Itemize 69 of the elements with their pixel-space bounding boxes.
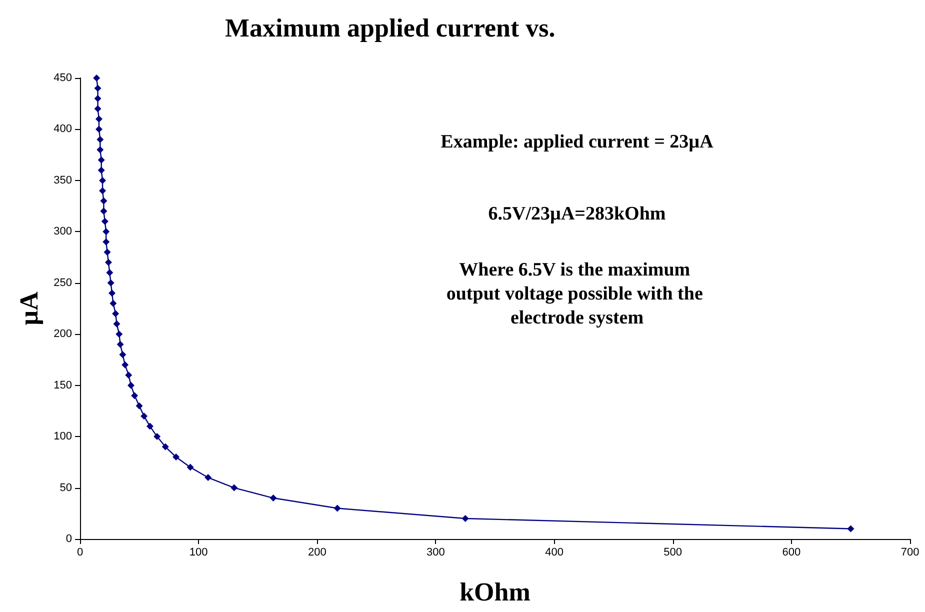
y-tick-label: 250 <box>54 276 72 289</box>
point <box>96 146 104 154</box>
point <box>146 422 154 430</box>
annotation: Example: applied current = 23µA <box>440 132 714 152</box>
point <box>112 310 120 318</box>
point <box>116 340 124 348</box>
x-tick-label: 500 <box>664 546 682 558</box>
point <box>136 402 143 410</box>
point <box>94 84 102 92</box>
x-tick-label: 100 <box>189 546 208 558</box>
y-tick-label: 50 <box>60 482 72 494</box>
point <box>116 330 123 338</box>
x-tick-label: 300 <box>426 546 445 558</box>
point <box>270 494 277 502</box>
x-tick-label: 600 <box>782 546 801 558</box>
point <box>154 433 161 440</box>
y-axis-title: µA <box>14 291 44 326</box>
point <box>127 382 134 389</box>
annotation: Where 6.5V is the maximum output voltage possible with the electrode system <box>446 260 708 328</box>
y-tick-label: 450 <box>54 72 72 84</box>
point <box>101 218 108 225</box>
point <box>186 464 194 471</box>
point <box>113 320 120 328</box>
y-tick-label: 350 <box>54 174 72 186</box>
point <box>100 197 108 204</box>
y-tick-label: 200 <box>54 328 72 340</box>
point <box>95 126 102 133</box>
point <box>95 115 102 122</box>
point <box>230 484 238 492</box>
point <box>122 361 129 368</box>
point <box>106 269 114 276</box>
annotation: 6.5V/23µA=283kOhm <box>488 204 666 224</box>
point <box>131 392 138 400</box>
point <box>102 228 110 236</box>
point <box>108 290 116 297</box>
point <box>99 187 106 194</box>
x-tick-label: 700 <box>900 546 920 558</box>
y-tick-label: 100 <box>54 430 72 443</box>
point <box>93 74 100 82</box>
point <box>98 166 105 174</box>
x-tick-label: 200 <box>308 546 326 558</box>
y-tick-label: 400 <box>54 123 72 136</box>
point <box>462 515 469 522</box>
point <box>140 412 148 420</box>
point <box>119 351 126 358</box>
point <box>125 372 132 379</box>
point <box>204 474 212 482</box>
point <box>162 443 169 450</box>
point <box>96 136 104 143</box>
point <box>104 248 111 256</box>
point <box>104 258 112 266</box>
x-axis-title: kOhm <box>460 578 531 606</box>
point <box>100 208 108 215</box>
y-tick-label: 300 <box>54 226 72 238</box>
point <box>94 94 102 102</box>
chart-title: Maximum applied current vs. <box>225 14 556 42</box>
point <box>99 176 106 184</box>
point <box>107 279 114 286</box>
point <box>110 300 117 307</box>
point <box>172 454 180 461</box>
point <box>98 156 105 164</box>
point <box>102 238 110 246</box>
x-tick-label: 400 <box>545 546 564 558</box>
x-tick-label: 0 <box>76 546 84 558</box>
point <box>847 525 854 532</box>
y-tick-label: 150 <box>54 379 72 392</box>
point <box>334 504 341 512</box>
point <box>94 105 102 112</box>
y-tick-label: 0 <box>66 533 72 545</box>
